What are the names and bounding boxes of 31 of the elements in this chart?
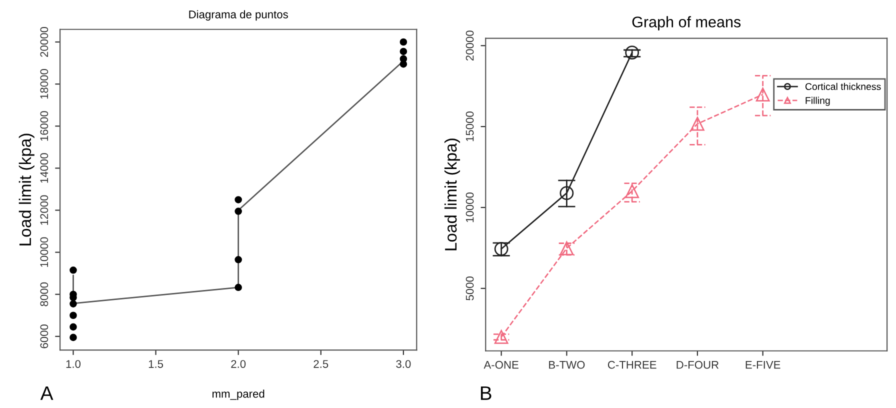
y-tick-label: 10000 xyxy=(40,237,48,267)
x-tick-label: A-ONE xyxy=(484,360,518,369)
chart-title: Diagrama de puntos xyxy=(189,10,288,21)
y-tick-label: 20000 xyxy=(466,30,474,61)
x-tick-label: E-FIVE xyxy=(746,361,780,369)
y-tick-label: 15000 xyxy=(466,112,474,142)
y-tick-label: 14000 xyxy=(40,153,48,183)
x-tick-label: D-FOUR xyxy=(676,360,719,369)
text: B xyxy=(480,386,492,400)
y-tick-label: 18000 xyxy=(40,69,48,99)
y-tick-label: 10000 xyxy=(466,192,474,222)
x-tick-label: C-THREE xyxy=(608,360,656,369)
legend-label: Filling xyxy=(806,96,830,106)
legend-label: Cortical thickness xyxy=(805,82,881,90)
x-tick-label: 3.0 xyxy=(396,360,411,368)
y-axis-title: Load limit (kpa) xyxy=(444,138,460,250)
x-tick-label: B-TWO xyxy=(549,360,585,369)
y-tick-label: 6000 xyxy=(40,324,48,348)
text: A xyxy=(40,386,54,400)
y-tick-label: 12000 xyxy=(40,195,48,225)
y-tick-label: 16000 xyxy=(40,111,48,141)
y-axis-title: Load limit (kpa) xyxy=(18,134,34,246)
x-tick-label: 2.0 xyxy=(231,360,246,368)
x-axis-title: mm_pared xyxy=(212,390,264,400)
y-tick-label: 8000 xyxy=(40,282,48,306)
x-tick-label: 1.0 xyxy=(66,360,81,368)
y-tick-label: 5000 xyxy=(466,276,474,300)
x-tick-label: 1.5 xyxy=(148,360,164,368)
chart-title: Graph of means xyxy=(632,16,741,30)
x-tick-label: 2.5 xyxy=(314,360,328,368)
y-tick-label: 20000 xyxy=(40,26,48,57)
